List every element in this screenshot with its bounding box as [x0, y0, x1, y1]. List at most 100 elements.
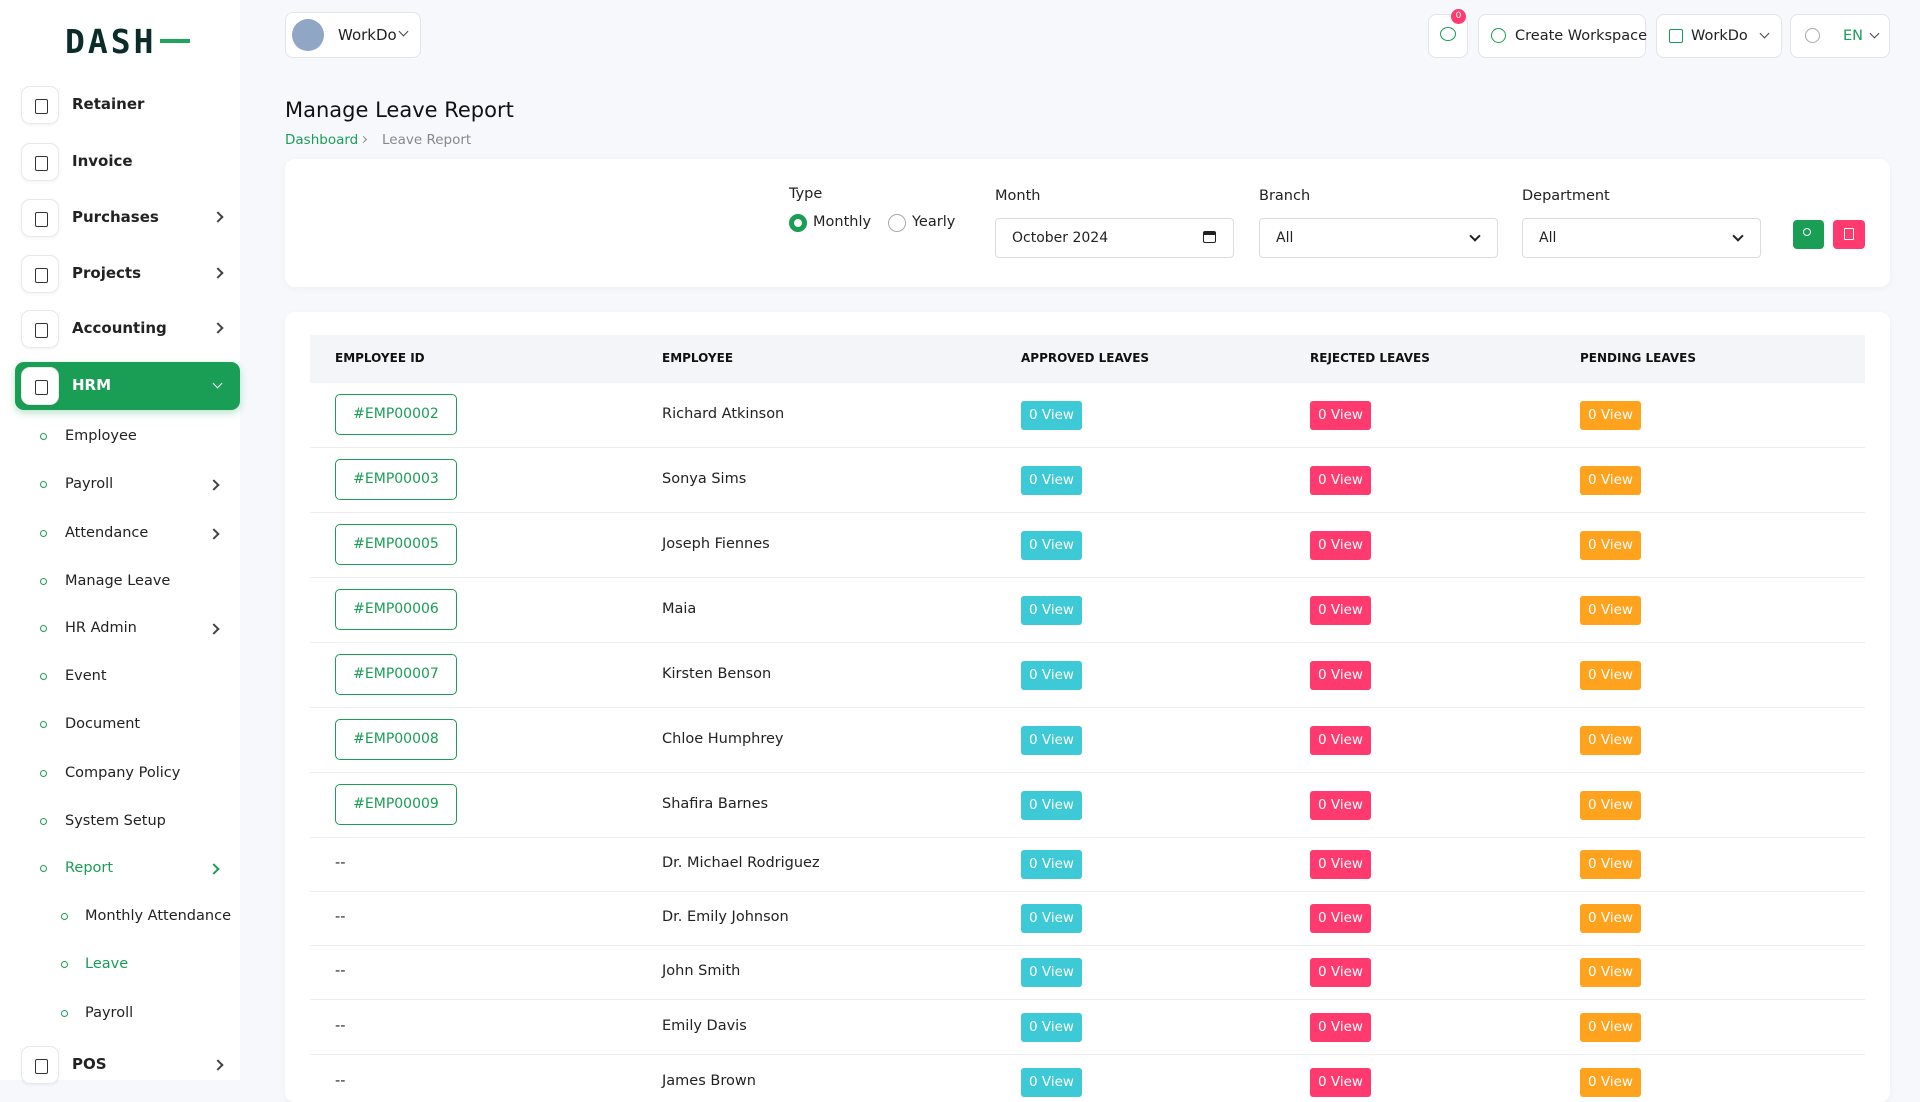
view-button[interactable]: 0 View: [1580, 791, 1641, 820]
breadcrumb-link[interactable]: Dashboard: [285, 132, 358, 148]
company-label[interactable]: WorkDo: [1691, 15, 1748, 57]
employee-id-button[interactable]: #EMP00009: [335, 784, 457, 825]
company-select[interactable]: WorkDo: [1656, 14, 1782, 58]
view-button[interactable]: 0 View: [1310, 531, 1371, 560]
sub-label[interactable]: Monthly Attendance: [85, 908, 231, 924]
view-button[interactable]: 0 View: [1580, 531, 1641, 560]
employee-id: --: [335, 1018, 345, 1034]
row-divider: [310, 772, 1865, 773]
column-header: EMPLOYEE ID: [335, 351, 425, 365]
employee-name: Emily Davis: [662, 1018, 747, 1034]
messages-button[interactable]: 0: [1428, 14, 1468, 58]
employee-id-button[interactable]: #EMP00007: [335, 654, 457, 695]
view-button[interactable]: 0 View: [1021, 661, 1082, 690]
view-button[interactable]: 0 View: [1580, 466, 1641, 495]
select-value[interactable]: All: [1539, 219, 1556, 257]
workspace-name[interactable]: WorkDo: [338, 13, 397, 57]
sub-dot: [61, 961, 68, 968]
view-button[interactable]: 0 View: [1580, 661, 1641, 690]
view-button[interactable]: 0 View: [1580, 726, 1641, 755]
nav-label[interactable]: Projects: [72, 264, 141, 282]
radio-label[interactable]: Yearly: [912, 214, 955, 230]
language-select[interactable]: EN: [1790, 14, 1890, 58]
view-button[interactable]: 0 View: [1021, 726, 1082, 755]
view-button[interactable]: 0 View: [1021, 531, 1082, 560]
employee-id-button[interactable]: #EMP00005: [335, 524, 457, 565]
view-button[interactable]: 0 View: [1310, 466, 1371, 495]
breadcrumb-current: Leave Report: [382, 132, 471, 148]
sub-label[interactable]: Employee: [65, 428, 137, 444]
view-button[interactable]: 0 View: [1580, 1013, 1641, 1042]
view-button[interactable]: 0 View: [1580, 958, 1641, 987]
employee-id-button[interactable]: #EMP00008: [335, 719, 457, 760]
nav-label[interactable]: Purchases: [72, 208, 159, 226]
view-button[interactable]: 0 View: [1021, 596, 1082, 625]
view-button[interactable]: 0 View: [1310, 904, 1371, 933]
view-button[interactable]: 0 View: [1021, 1068, 1082, 1097]
language-label[interactable]: EN: [1843, 15, 1863, 57]
radio[interactable]: [789, 214, 807, 232]
view-button[interactable]: 0 View: [1580, 596, 1641, 625]
sub-label[interactable]: Payroll: [85, 1005, 133, 1021]
view-button[interactable]: 0 View: [1310, 401, 1371, 430]
view-button[interactable]: 0 View: [1021, 850, 1082, 879]
view-button[interactable]: 0 View: [1310, 958, 1371, 987]
sub-label[interactable]: Document: [65, 716, 140, 732]
nav-icon: [21, 367, 59, 405]
view-button[interactable]: 0 View: [1021, 1013, 1082, 1042]
sub-label[interactable]: HR Admin: [65, 620, 137, 636]
view-button[interactable]: 0 View: [1021, 958, 1082, 987]
view-button[interactable]: 0 View: [1021, 791, 1082, 820]
view-button[interactable]: 0 View: [1310, 596, 1371, 625]
view-button[interactable]: 0 View: [1021, 401, 1082, 430]
department-select[interactable]: All: [1522, 218, 1761, 258]
row-divider: [310, 642, 1865, 643]
view-button[interactable]: 0 View: [1580, 401, 1641, 430]
month-value[interactable]: October 2024: [1012, 219, 1108, 257]
view-button[interactable]: 0 View: [1310, 661, 1371, 690]
radio[interactable]: [888, 214, 906, 232]
create-workspace-button[interactable]: Create Workspace: [1478, 14, 1646, 58]
caret: [399, 27, 409, 37]
sub-label[interactable]: Leave: [85, 956, 128, 972]
view-button[interactable]: 0 View: [1021, 904, 1082, 933]
filter-label: Department: [1522, 188, 1610, 204]
view-button[interactable]: 0 View: [1310, 1013, 1371, 1042]
workspace-select[interactable]: WorkDo: [285, 12, 421, 58]
view-button[interactable]: 0 View: [1310, 726, 1371, 755]
create-workspace-label[interactable]: Create Workspace: [1515, 15, 1647, 57]
view-button[interactable]: 0 View: [1021, 466, 1082, 495]
sub-dot: [61, 1010, 68, 1017]
nav-label[interactable]: Accounting: [72, 319, 167, 337]
radio-label[interactable]: Monthly: [813, 214, 871, 230]
employee-id-button[interactable]: #EMP00006: [335, 589, 457, 630]
nav-label[interactable]: Retainer: [72, 95, 144, 113]
view-button[interactable]: 0 View: [1580, 1068, 1641, 1097]
view-button[interactable]: 0 View: [1580, 850, 1641, 879]
column-header: REJECTED LEAVES: [1310, 351, 1430, 365]
sub-label[interactable]: Company Policy: [65, 765, 180, 781]
sub-label[interactable]: Event: [65, 668, 107, 684]
month-input[interactable]: October 2024: [995, 218, 1234, 258]
nav-label[interactable]: POS: [72, 1055, 107, 1073]
reset-button[interactable]: [1833, 220, 1865, 249]
branch-select[interactable]: All: [1259, 218, 1498, 258]
sub-label[interactable]: Report: [65, 860, 113, 876]
nav-label[interactable]: Invoice: [72, 152, 133, 170]
sub-label[interactable]: Attendance: [65, 525, 148, 541]
sub-label[interactable]: Manage Leave: [65, 573, 170, 589]
view-button[interactable]: 0 View: [1310, 850, 1371, 879]
view-button[interactable]: 0 View: [1580, 904, 1641, 933]
logo[interactable]: DASH: [65, 22, 156, 61]
view-button[interactable]: 0 View: [1310, 791, 1371, 820]
sub-label[interactable]: System Setup: [65, 813, 166, 829]
sub-label[interactable]: Payroll: [65, 476, 113, 492]
nav-label[interactable]: HRM: [72, 376, 111, 394]
view-button[interactable]: 0 View: [1310, 1068, 1371, 1097]
search-button[interactable]: [1793, 220, 1824, 249]
employee-name: Dr. Emily Johnson: [662, 909, 789, 925]
employee-id-button[interactable]: #EMP00002: [335, 394, 457, 435]
select-value[interactable]: All: [1276, 219, 1293, 257]
employee-id-button[interactable]: #EMP00003: [335, 459, 457, 500]
